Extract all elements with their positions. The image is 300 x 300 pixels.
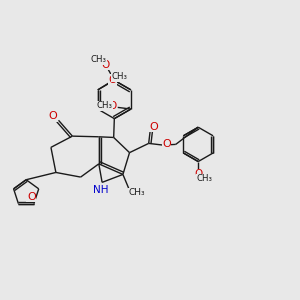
Text: O: O xyxy=(149,122,158,132)
Text: O: O xyxy=(48,111,57,121)
Text: O: O xyxy=(27,192,36,202)
Text: CH₃: CH₃ xyxy=(128,188,145,197)
Text: CH₃: CH₃ xyxy=(197,174,213,183)
Text: CH₃: CH₃ xyxy=(112,72,128,81)
Text: CH₃: CH₃ xyxy=(91,55,106,64)
Text: O: O xyxy=(162,140,171,149)
Text: O: O xyxy=(194,169,202,179)
Text: CH₃: CH₃ xyxy=(97,101,112,110)
Text: O: O xyxy=(109,101,117,111)
Text: O: O xyxy=(101,60,109,70)
Text: O: O xyxy=(108,75,116,85)
Text: NH: NH xyxy=(93,184,108,195)
